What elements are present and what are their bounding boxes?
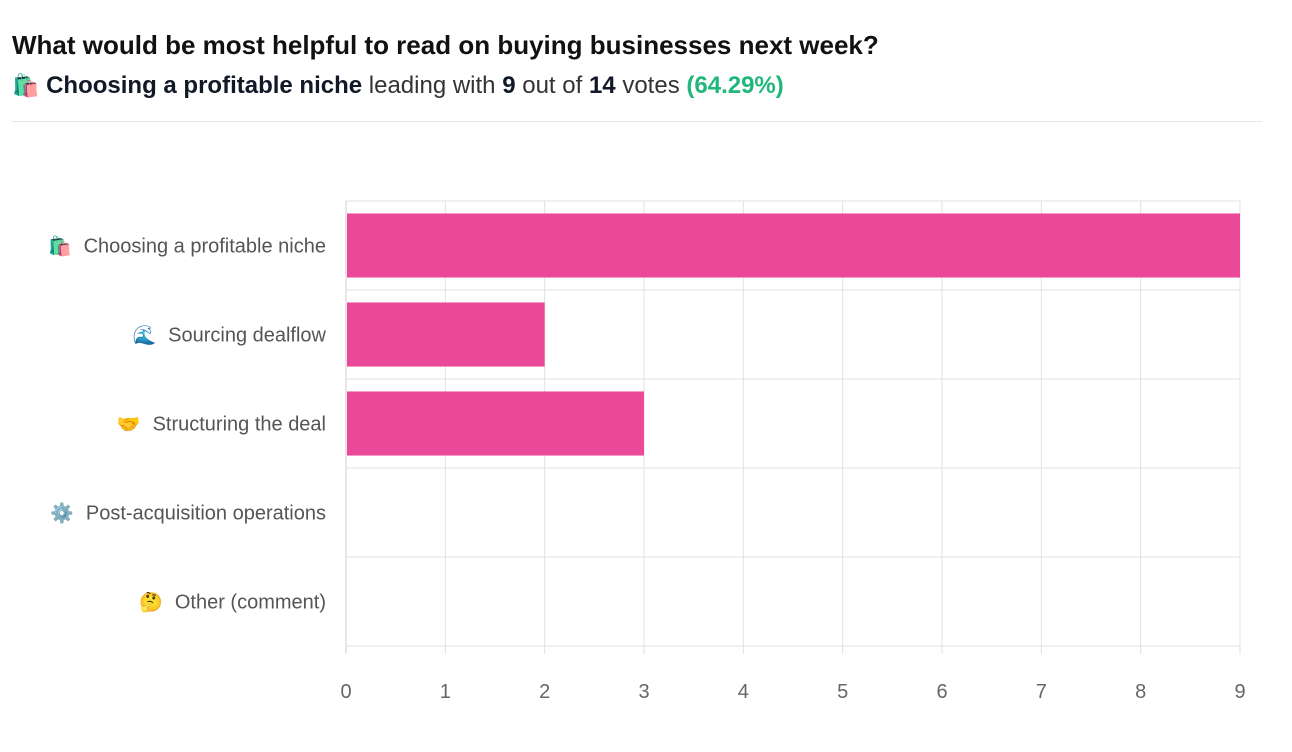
votes-word: votes bbox=[622, 72, 680, 99]
category-emoji-icon: ⚙️ bbox=[50, 502, 74, 525]
bar-1 bbox=[347, 213, 1240, 278]
x-tick-label: 8 bbox=[1135, 681, 1146, 703]
x-tick-label: 4 bbox=[738, 681, 749, 703]
x-tick-label: 3 bbox=[638, 681, 649, 703]
total-votes: 14 bbox=[588, 72, 616, 99]
shopping-bags-icon: 🛍️ bbox=[12, 74, 40, 99]
category-label: Sourcing dealflow bbox=[168, 325, 326, 347]
leading-with-text: leading with bbox=[368, 72, 496, 99]
x-tick-label: 5 bbox=[837, 681, 848, 703]
poll-summary: 🛍️ Choosing a profitable niche leading w… bbox=[12, 72, 784, 100]
x-tick-label: 2 bbox=[539, 681, 550, 703]
category-emoji-icon: 🌊 bbox=[132, 324, 156, 347]
x-tick-label: 9 bbox=[1234, 681, 1245, 703]
category-emoji-icon: 🤔 bbox=[139, 592, 163, 614]
category-label: Post-acquisition operations bbox=[86, 503, 326, 525]
header-divider bbox=[12, 121, 1262, 122]
x-tick-label: 1 bbox=[440, 681, 451, 703]
x-tick-label: 0 bbox=[340, 681, 351, 703]
leader-percent: (64.29%) bbox=[686, 72, 784, 99]
poll-title: What would be most helpful to read on bu… bbox=[12, 30, 879, 60]
category-label: Structuring the deal bbox=[153, 414, 326, 436]
out-of-text: out of bbox=[522, 72, 583, 99]
leader-option: Choosing a profitable niche bbox=[46, 72, 363, 99]
category-label: Other (comment) bbox=[175, 592, 326, 614]
bar-2 bbox=[347, 302, 545, 367]
x-tick-label: 6 bbox=[936, 681, 947, 703]
x-tick-label: 7 bbox=[1036, 681, 1047, 703]
category-emoji-icon: 🛍️ bbox=[48, 235, 72, 258]
category-emoji-icon: 🤝 bbox=[117, 415, 141, 436]
bar-3 bbox=[347, 391, 644, 456]
category-label: Choosing a profitable niche bbox=[84, 236, 326, 258]
leader-votes: 9 bbox=[502, 72, 516, 99]
